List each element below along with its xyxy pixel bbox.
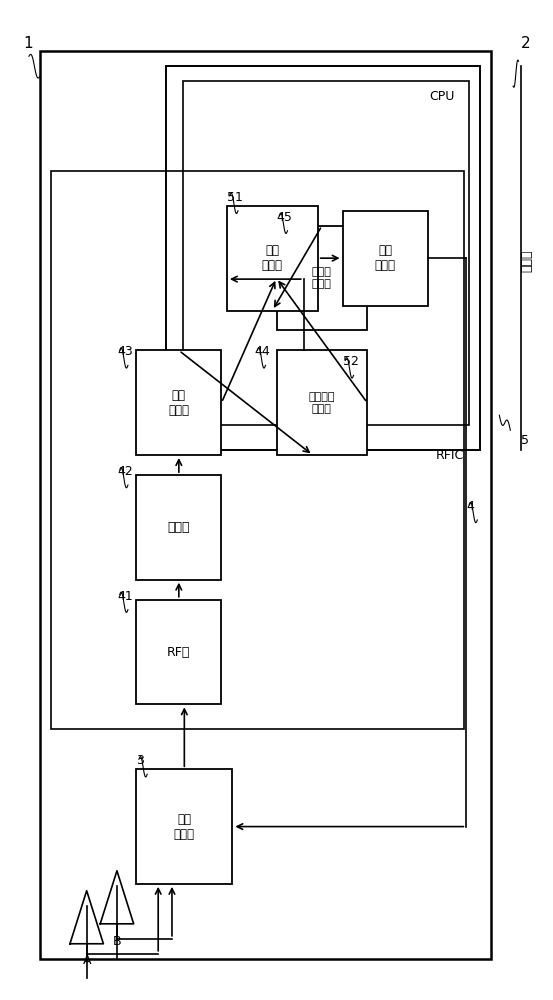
Text: 5: 5 [521,434,529,447]
Text: B: B [113,935,121,948]
Text: 信号
处理部: 信号 处理部 [262,244,283,272]
Text: 解调部: 解调部 [168,521,190,534]
Text: 41: 41 [117,590,133,603]
Text: 52: 52 [342,355,358,368]
Text: 唯一字
检测部: 唯一字 检测部 [312,267,332,289]
Bar [276,350,367,455]
Text: 天线
切换部: 天线 切换部 [174,813,195,841]
Text: 1: 1 [23,36,33,51]
Bar [183,81,469,425]
Bar [276,226,367,330]
Bar [40,51,491,959]
Text: 51: 51 [227,191,243,204]
Text: RFIC: RFIC [436,449,465,462]
Bar [166,66,480,450]
Bar [227,206,318,311]
Bar [136,350,222,455]
Text: 42: 42 [117,465,133,478]
Bar [51,171,463,729]
Bar [136,475,222,580]
Bar [136,600,222,704]
Text: 3: 3 [136,754,144,767]
Text: 43: 43 [117,345,133,358]
Text: 天线
控制部: 天线 控制部 [375,244,395,272]
Text: 同步
建立部: 同步 建立部 [168,389,189,417]
Bar [342,211,428,306]
Text: A: A [82,954,91,967]
Text: RF部: RF部 [167,646,191,659]
Text: 44: 44 [254,345,270,358]
Text: CPU: CPU [429,90,454,103]
Text: 2: 2 [521,36,531,51]
Bar [136,769,232,884]
Text: 4: 4 [466,500,474,513]
Text: 45: 45 [276,211,293,224]
Text: 前同步码
检测部: 前同步码 检测部 [309,392,335,414]
Text: 接收器: 接收器 [520,249,533,272]
